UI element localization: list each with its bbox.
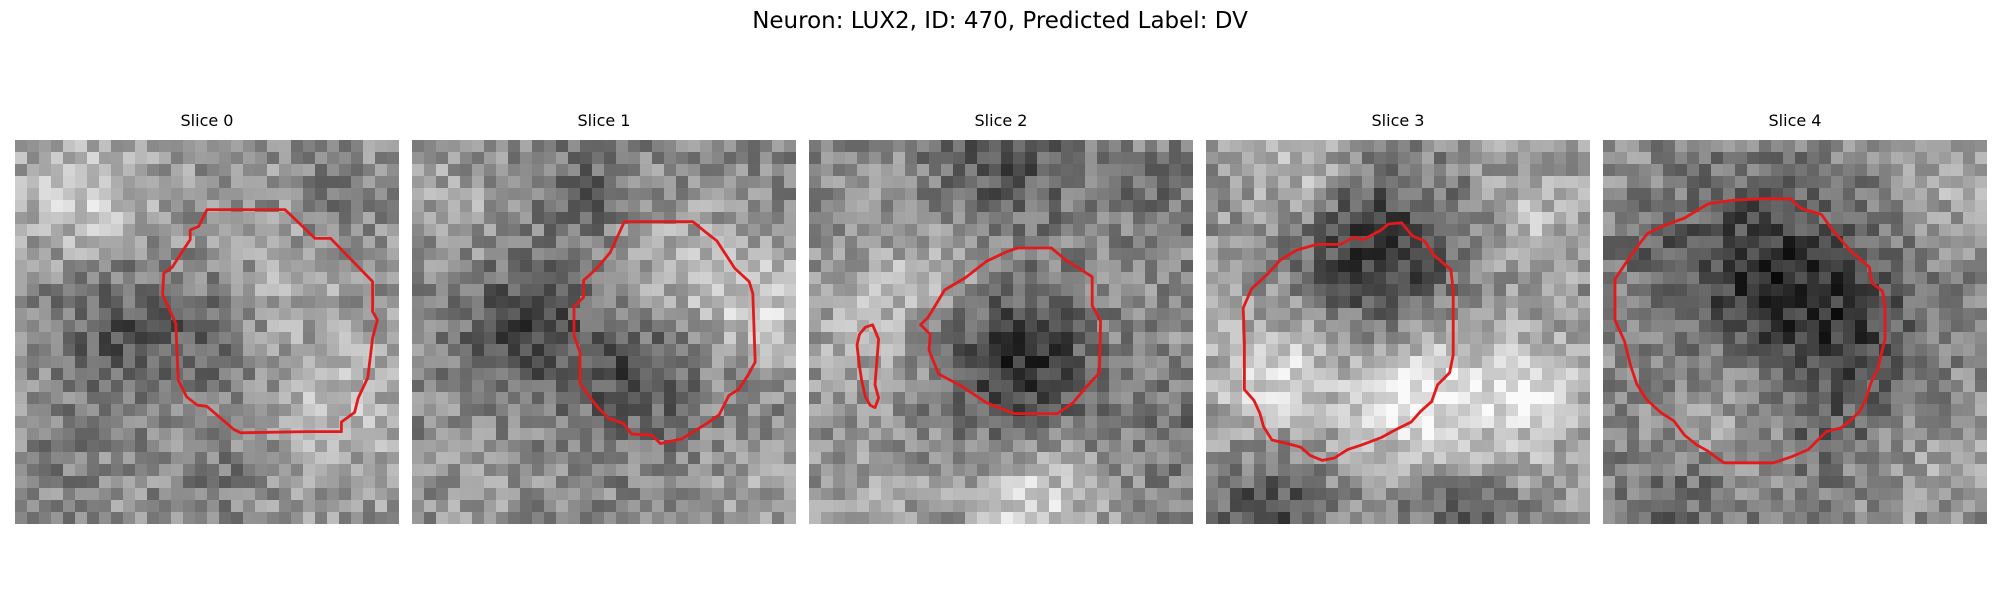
slice-title-2: Slice 2: [974, 111, 1028, 130]
slice-panel-3: Slice 3: [1206, 110, 1590, 524]
slice-image-0: [15, 140, 399, 524]
segmentation-contour-2-1: [855, 323, 880, 410]
figure-title: Neuron: LUX2, ID: 470, Predicted Label: …: [752, 8, 1248, 34]
slice-title-3: Slice 3: [1371, 111, 1425, 130]
slice-title-0: Slice 0: [180, 111, 234, 130]
slice-image-1: [412, 140, 796, 524]
segmentation-contour-4-0: [1613, 197, 1887, 465]
slice-image-4: [1603, 140, 1987, 524]
segmentation-contour-3-0: [1241, 221, 1455, 462]
slice-panel-0: Slice 0: [15, 110, 399, 524]
slice-panel-1: Slice 1: [412, 110, 796, 524]
slice-panel-2: Slice 2: [809, 110, 1193, 524]
slice-title-1: Slice 1: [577, 111, 631, 130]
slice-panel-4: Slice 4: [1603, 110, 1987, 524]
slice-title-4: Slice 4: [1768, 111, 1822, 130]
slice-image-2: [809, 140, 1193, 524]
segmentation-contour-1-0: [572, 220, 757, 446]
slice-image-3: [1206, 140, 1590, 524]
segmentation-contour-2-0: [919, 246, 1103, 416]
segmentation-contour-0-0: [161, 208, 379, 435]
